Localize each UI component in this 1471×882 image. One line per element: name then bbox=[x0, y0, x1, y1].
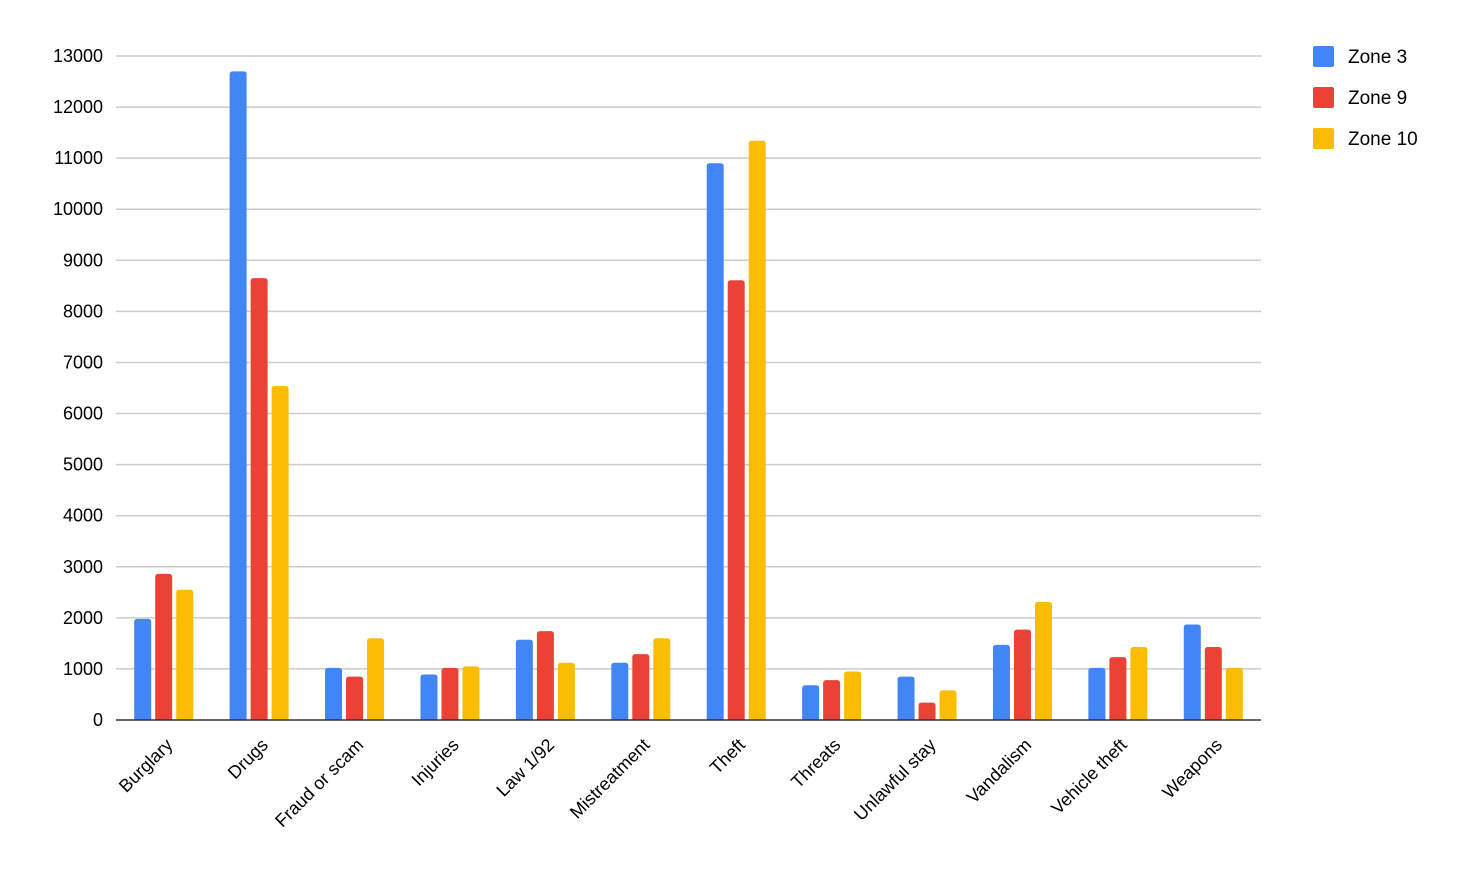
x-tick-label: Mistreatment bbox=[566, 735, 654, 823]
bar-mistreatment-zone-10[interactable] bbox=[653, 638, 671, 720]
bar-unlawful-stay-zone-3[interactable] bbox=[897, 676, 915, 720]
bar-drugs-zone-3[interactable] bbox=[229, 71, 247, 721]
bar-burglary-zone-3[interactable] bbox=[134, 618, 152, 720]
y-tick-label: 8000 bbox=[63, 301, 103, 321]
bar-weapons-zone-3[interactable] bbox=[1183, 624, 1201, 720]
bar-drugs-zone-9[interactable] bbox=[250, 278, 268, 720]
x-tick-label: Drugs bbox=[224, 735, 272, 783]
bar-threats-zone-3[interactable] bbox=[802, 685, 820, 720]
x-tick-label: Weapons bbox=[1158, 735, 1226, 803]
y-tick-label: 6000 bbox=[63, 404, 103, 424]
bar-vehicle-theft-zone-9[interactable] bbox=[1109, 657, 1127, 720]
bar-injuries-zone-10[interactable] bbox=[462, 666, 480, 720]
y-tick-label: 2000 bbox=[63, 608, 103, 628]
bar-threats-zone-10[interactable] bbox=[844, 671, 862, 720]
y-tick-label: 9000 bbox=[63, 250, 103, 270]
y-tick-label: 11000 bbox=[54, 148, 103, 168]
y-tick-label: 3000 bbox=[63, 557, 103, 577]
x-tick-label: Vandalism bbox=[963, 735, 1036, 808]
bar-weapons-zone-9[interactable] bbox=[1204, 646, 1222, 720]
y-tick-label: 1000 bbox=[63, 659, 103, 679]
legend-swatch-zone-3 bbox=[1313, 46, 1334, 67]
y-tick-label: 13000 bbox=[53, 46, 103, 66]
bar-fraud-or-scam-zone-3[interactable] bbox=[325, 667, 343, 720]
x-tick-label: Law 1/92 bbox=[492, 735, 558, 801]
bar-vandalism-zone-3[interactable] bbox=[992, 644, 1010, 720]
bar-mistreatment-zone-3[interactable] bbox=[611, 662, 629, 720]
x-tick-label: Burglary bbox=[115, 735, 177, 797]
y-tick-label: 7000 bbox=[63, 352, 103, 372]
bar-unlawful-stay-zone-9[interactable] bbox=[918, 702, 936, 720]
x-tick-label: Vehicle theft bbox=[1047, 735, 1130, 818]
x-tick-label: Fraud or scam bbox=[271, 735, 367, 831]
bar-vehicle-theft-zone-3[interactable] bbox=[1088, 667, 1106, 720]
bar-law-1-92-zone-9[interactable] bbox=[536, 631, 554, 720]
y-tick-label: 0 bbox=[93, 710, 103, 730]
bar-burglary-zone-9[interactable] bbox=[155, 573, 173, 720]
bar-law-1-92-zone-10[interactable] bbox=[557, 662, 575, 720]
bar-fraud-or-scam-zone-10[interactable] bbox=[367, 638, 385, 720]
y-tick-label: 5000 bbox=[63, 455, 103, 475]
y-axis: 0 1000 2000 3000 4000 5000 6000 7000 8000 9000 100… bbox=[53, 46, 103, 730]
legend-label-zone-10: Zone 10 bbox=[1348, 129, 1418, 150]
bars bbox=[134, 71, 1243, 721]
x-tick-label: Threats bbox=[787, 735, 844, 792]
bar-fraud-or-scam-zone-9[interactable] bbox=[346, 676, 364, 720]
gridlines bbox=[116, 55, 1261, 670]
bar-vandalism-zone-9[interactable] bbox=[1013, 629, 1031, 720]
x-tick-label: Injuries bbox=[408, 735, 463, 790]
y-tick-label: 10000 bbox=[53, 199, 103, 219]
bar-law-1-92-zone-3[interactable] bbox=[515, 639, 533, 720]
bar-burglary-zone-10[interactable] bbox=[176, 589, 194, 720]
y-tick-label: 4000 bbox=[63, 506, 103, 526]
bar-unlawful-stay-zone-10[interactable] bbox=[939, 690, 957, 720]
bar-threats-zone-9[interactable] bbox=[823, 680, 841, 720]
x-axis: Burglary Drugs Fraud or scam Injuries Law 1/… bbox=[115, 719, 1261, 831]
bar-mistreatment-zone-9[interactable] bbox=[632, 654, 650, 720]
legend-swatch-zone-9 bbox=[1313, 87, 1334, 108]
x-tick-label: Theft bbox=[706, 735, 749, 778]
legend-swatch-zone-10 bbox=[1313, 128, 1334, 149]
bar-drugs-zone-10[interactable] bbox=[271, 385, 289, 720]
bar-injuries-zone-3[interactable] bbox=[420, 674, 438, 720]
bar-weapons-zone-10[interactable] bbox=[1225, 667, 1243, 720]
bar-theft-zone-9[interactable] bbox=[727, 280, 745, 720]
legend-label-zone-3: Zone 3 bbox=[1348, 47, 1407, 68]
x-tick-label: Unlawful stay bbox=[850, 735, 940, 825]
legend: Zone 3 Zone 9 Zone 10 bbox=[1313, 46, 1418, 150]
bar-injuries-zone-9[interactable] bbox=[441, 667, 459, 720]
y-tick-label: 12000 bbox=[53, 97, 103, 117]
bar-theft-zone-3[interactable] bbox=[706, 163, 724, 720]
bar-theft-zone-10[interactable] bbox=[748, 140, 766, 720]
bar-vandalism-zone-10[interactable] bbox=[1034, 602, 1052, 720]
bar-vehicle-theft-zone-10[interactable] bbox=[1130, 646, 1148, 720]
legend-label-zone-9: Zone 9 bbox=[1348, 88, 1407, 109]
